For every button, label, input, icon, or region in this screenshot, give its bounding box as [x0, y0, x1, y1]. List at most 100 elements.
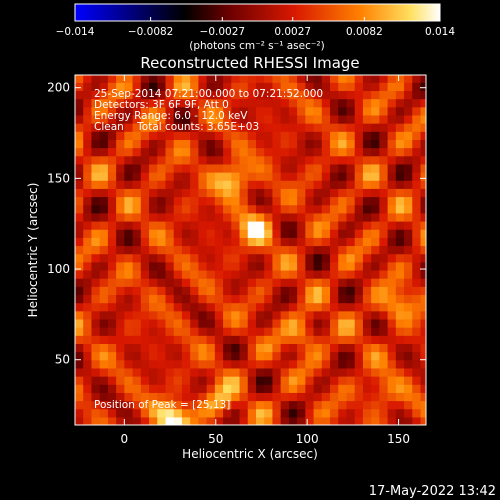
heat-cell: [140, 114, 150, 124]
heat-cell: [288, 327, 298, 336]
heat-cell: [149, 416, 158, 425]
heat-cell: [264, 180, 274, 189]
heat-cell: [231, 163, 241, 173]
heat-cell: [247, 294, 257, 304]
heat-cell: [157, 335, 167, 344]
heat-cell: [190, 172, 199, 181]
heat-cell: [132, 188, 142, 198]
heat-cell: [313, 384, 323, 393]
heat-cell: [288, 180, 298, 189]
heat-cell: [379, 82, 389, 92]
heat-cell: [223, 82, 232, 92]
heat-cell: [116, 294, 125, 304]
heat-cell: [395, 408, 405, 418]
heat-cell: [379, 278, 389, 287]
heat-cell: [75, 155, 84, 165]
heat-cell: [412, 269, 422, 279]
heat-cell: [330, 131, 339, 140]
heat-cell: [362, 180, 372, 189]
heat-cell: [140, 302, 150, 312]
heat-cell: [305, 400, 315, 410]
heat-cell: [288, 318, 298, 328]
heat-cell: [116, 400, 125, 410]
heat-cell: [247, 302, 257, 312]
heat-cell: [404, 286, 413, 296]
heat-cell: [412, 392, 422, 402]
heat-cell: [362, 139, 372, 149]
heat-cell: [83, 269, 93, 279]
heat-cell: [157, 147, 167, 157]
heat-cell: [83, 367, 93, 377]
heat-cell: [255, 82, 265, 92]
heat-cell: [140, 367, 150, 377]
heat-cell: [223, 359, 232, 369]
heat-cell: [404, 155, 413, 165]
heat-cell: [91, 155, 101, 165]
heat-cell: [190, 163, 199, 173]
heat-cell: [157, 204, 167, 214]
x-tick-label: 100: [296, 432, 319, 446]
heat-cell: [132, 335, 142, 344]
heat-cell: [83, 188, 93, 198]
heat-cell: [132, 278, 142, 287]
heat-cell: [354, 384, 364, 393]
heat-cell: [404, 318, 413, 328]
heat-cell: [272, 408, 282, 418]
heat-cell: [173, 204, 183, 214]
heat-cell: [362, 220, 372, 230]
heat-cell: [330, 376, 339, 385]
heat-cell: [288, 188, 298, 198]
heat-cell: [255, 400, 265, 410]
heat-cell: [330, 114, 339, 124]
heat-cell: [354, 245, 364, 255]
heat-cell: [124, 172, 134, 181]
heat-cell: [107, 114, 117, 124]
heat-cell: [288, 123, 298, 132]
heat-cell: [140, 245, 150, 255]
heat-cell: [157, 310, 167, 320]
heat-cell: [198, 163, 208, 173]
heat-cell: [149, 392, 158, 402]
heat-cell: [346, 114, 356, 124]
heat-cell: [116, 196, 125, 206]
heat-cell: [198, 245, 208, 255]
heat-cell: [214, 400, 224, 410]
heat-cell: [338, 90, 348, 100]
heat-cell: [206, 196, 216, 206]
heat-cell: [214, 163, 224, 173]
heat-cell: [420, 114, 426, 124]
heat-cell: [132, 196, 142, 206]
heat-cell: [255, 147, 265, 157]
heat-cell: [305, 90, 315, 100]
heat-cell: [239, 172, 249, 181]
heat-cell: [247, 131, 257, 140]
heat-cell: [371, 163, 380, 173]
heat-cell: [379, 106, 389, 116]
heat-cell: [395, 163, 405, 173]
heat-cell: [214, 302, 224, 312]
heat-cell: [149, 376, 158, 385]
heat-cell: [214, 384, 224, 393]
heat-cell: [91, 163, 101, 173]
heat-cell: [395, 75, 405, 83]
heat-cell: [346, 204, 356, 214]
heat-cell: [181, 416, 191, 425]
heat-cell: [272, 376, 282, 385]
heat-cell: [165, 269, 175, 279]
heat-cell: [404, 82, 413, 92]
heat-cell: [354, 212, 364, 222]
heat-cell: [247, 180, 257, 189]
heat-cell: [313, 163, 323, 173]
heat-cell: [165, 261, 175, 271]
heat-cell: [280, 229, 290, 238]
heat-cell: [288, 245, 298, 255]
heat-cell: [346, 318, 356, 328]
heat-cell: [354, 327, 364, 336]
heat-cell: [330, 82, 339, 92]
heat-cell: [140, 343, 150, 353]
heat-cell: [157, 212, 167, 222]
heat-cell: [297, 114, 306, 124]
heat-cell: [330, 392, 339, 402]
heat-cell: [239, 310, 249, 320]
heat-cell: [140, 229, 150, 238]
